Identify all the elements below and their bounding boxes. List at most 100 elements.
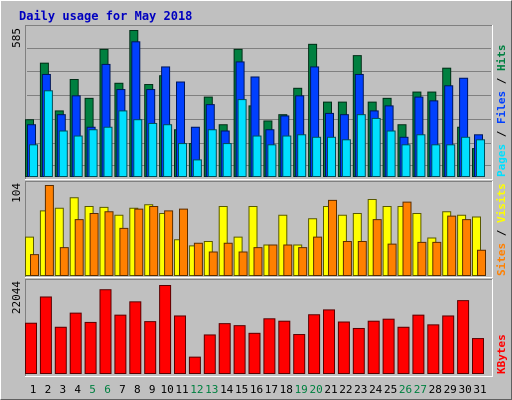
x-tick-label-day-29: 29 — [444, 383, 457, 396]
legend-segment: Visits — [495, 183, 508, 223]
bar-visits-day-14 — [218, 206, 228, 276]
bar-pages-day-12 — [192, 159, 202, 178]
bar-pages-day-9 — [148, 122, 158, 177]
bar-kbytes-day-28 — [427, 324, 440, 375]
bar-sites-day-1 — [30, 254, 39, 276]
bar-pages-day-23 — [356, 114, 366, 178]
bar-sites-day-23 — [357, 241, 367, 276]
bar-sites-day-22 — [342, 241, 352, 276]
bar-sites-day-14 — [223, 242, 233, 276]
bar-pages-day-24 — [371, 117, 381, 177]
bar-pages-day-2 — [43, 90, 53, 177]
bar-sites-day-17 — [268, 244, 278, 276]
bar-visits-day-31 — [472, 216, 481, 276]
legend-segment: / — [495, 124, 508, 144]
bar-pages-day-22 — [341, 139, 351, 177]
bar-pages-day-1 — [29, 144, 38, 177]
bar-sites-day-21 — [328, 199, 337, 276]
bar-kbytes-day-26 — [397, 326, 410, 375]
bar-kbytes-day-22 — [337, 321, 350, 375]
bar-kbytes-day-4 — [69, 312, 82, 375]
bar-visits-day-3 — [54, 207, 64, 276]
x-tick-label-day-2: 2 — [45, 383, 52, 396]
bar-kbytes-day-3 — [54, 326, 67, 375]
legend-segment: KBytes — [495, 334, 508, 374]
bar-kbytes-day-24 — [367, 320, 380, 374]
legend-hits-files-pages: Pages / Files / Hits — [495, 45, 508, 178]
bar-sites-day-24 — [372, 219, 382, 276]
bar-sites-day-2 — [44, 185, 54, 276]
bar-pages-day-25 — [386, 130, 396, 177]
bar-sites-day-18 — [283, 244, 293, 276]
bar-kbytes-day-8 — [129, 301, 142, 375]
x-tick-label-day-23: 23 — [354, 383, 367, 396]
x-tick-label-day-1: 1 — [30, 383, 37, 396]
x-tick-label-day-6: 6 — [104, 383, 111, 396]
bar-pages-day-6 — [103, 126, 113, 177]
bar-kbytes-day-25 — [382, 318, 395, 374]
x-tick-label-day-16: 16 — [250, 383, 263, 396]
x-tick-label-day-20: 20 — [309, 383, 322, 396]
bar-kbytes-day-17 — [263, 318, 276, 374]
chart-title: Daily usage for May 2018 — [19, 9, 192, 23]
bar-pages-day-14 — [222, 143, 232, 177]
bar-kbytes-day-16 — [248, 332, 261, 374]
x-tick-label-day-17: 17 — [265, 383, 278, 396]
x-tick-label-day-7: 7 — [119, 383, 126, 396]
bar-kbytes-day-31 — [472, 338, 484, 374]
bar-sites-day-6 — [104, 211, 114, 276]
bar-pages-day-5 — [88, 129, 98, 177]
bar-sites-day-20 — [313, 236, 323, 276]
bar-kbytes-day-13 — [203, 334, 216, 375]
bar-pages-day-10 — [163, 124, 173, 177]
ymax-label-hits-files-pages: 585 — [10, 28, 23, 48]
bar-kbytes-day-20 — [308, 314, 321, 374]
bar-pages-day-13 — [207, 129, 217, 177]
bar-sites-day-27 — [417, 241, 427, 276]
bar-pages-day-18 — [282, 135, 292, 178]
x-tick-label-day-28: 28 — [429, 383, 442, 396]
bar-sites-day-25 — [387, 243, 397, 276]
bar-kbytes-day-30 — [457, 300, 470, 374]
bar-kbytes-day-1 — [25, 322, 37, 375]
x-tick-label-day-22: 22 — [339, 383, 352, 396]
bar-sites-day-19 — [298, 247, 308, 276]
bar-sites-day-30 — [462, 219, 472, 276]
x-tick-label-day-13: 13 — [205, 383, 218, 396]
bar-pages-day-19 — [297, 134, 307, 178]
x-tick-label-day-5: 5 — [89, 383, 96, 396]
bar-sites-day-5 — [89, 213, 99, 276]
bar-kbytes-day-23 — [352, 327, 365, 375]
x-tick-label-day-19: 19 — [295, 383, 308, 396]
x-tick-label-day-11: 11 — [175, 383, 188, 396]
x-tick-label-day-26: 26 — [399, 383, 412, 396]
bar-pages-day-29 — [446, 144, 456, 177]
bar-sites-day-10 — [164, 210, 174, 276]
x-tick-label-day-14: 14 — [220, 383, 234, 396]
legend-kbytes: KBytes — [495, 334, 508, 374]
x-tick-label-day-3: 3 — [59, 383, 66, 396]
bar-kbytes-day-27 — [412, 314, 425, 374]
x-tick-label-day-31: 31 — [473, 383, 486, 396]
bar-pages-day-30 — [461, 136, 471, 178]
bar-kbytes-day-15 — [233, 325, 246, 374]
x-tick-label-day-21: 21 — [324, 383, 337, 396]
bar-pages-day-28 — [431, 144, 441, 177]
bar-pages-day-31 — [476, 139, 485, 177]
bar-sites-day-26 — [402, 201, 412, 276]
legend-segment: Sites — [495, 243, 508, 276]
legend-visits-sites: Sites / Visits — [495, 183, 508, 276]
bar-kbytes-day-2 — [39, 296, 52, 374]
bar-sites-day-9 — [149, 206, 159, 276]
x-tick-label-day-27: 27 — [414, 383, 427, 396]
bar-sites-day-8 — [134, 208, 144, 276]
legend-segment: / — [495, 223, 508, 243]
bar-pages-day-21 — [327, 136, 336, 178]
bar-pages-day-20 — [312, 136, 322, 178]
bar-pages-day-15 — [237, 99, 247, 177]
bar-kbytes-day-29 — [442, 315, 455, 375]
bar-pages-day-8 — [133, 119, 143, 178]
bar-kbytes-day-12 — [188, 356, 201, 374]
